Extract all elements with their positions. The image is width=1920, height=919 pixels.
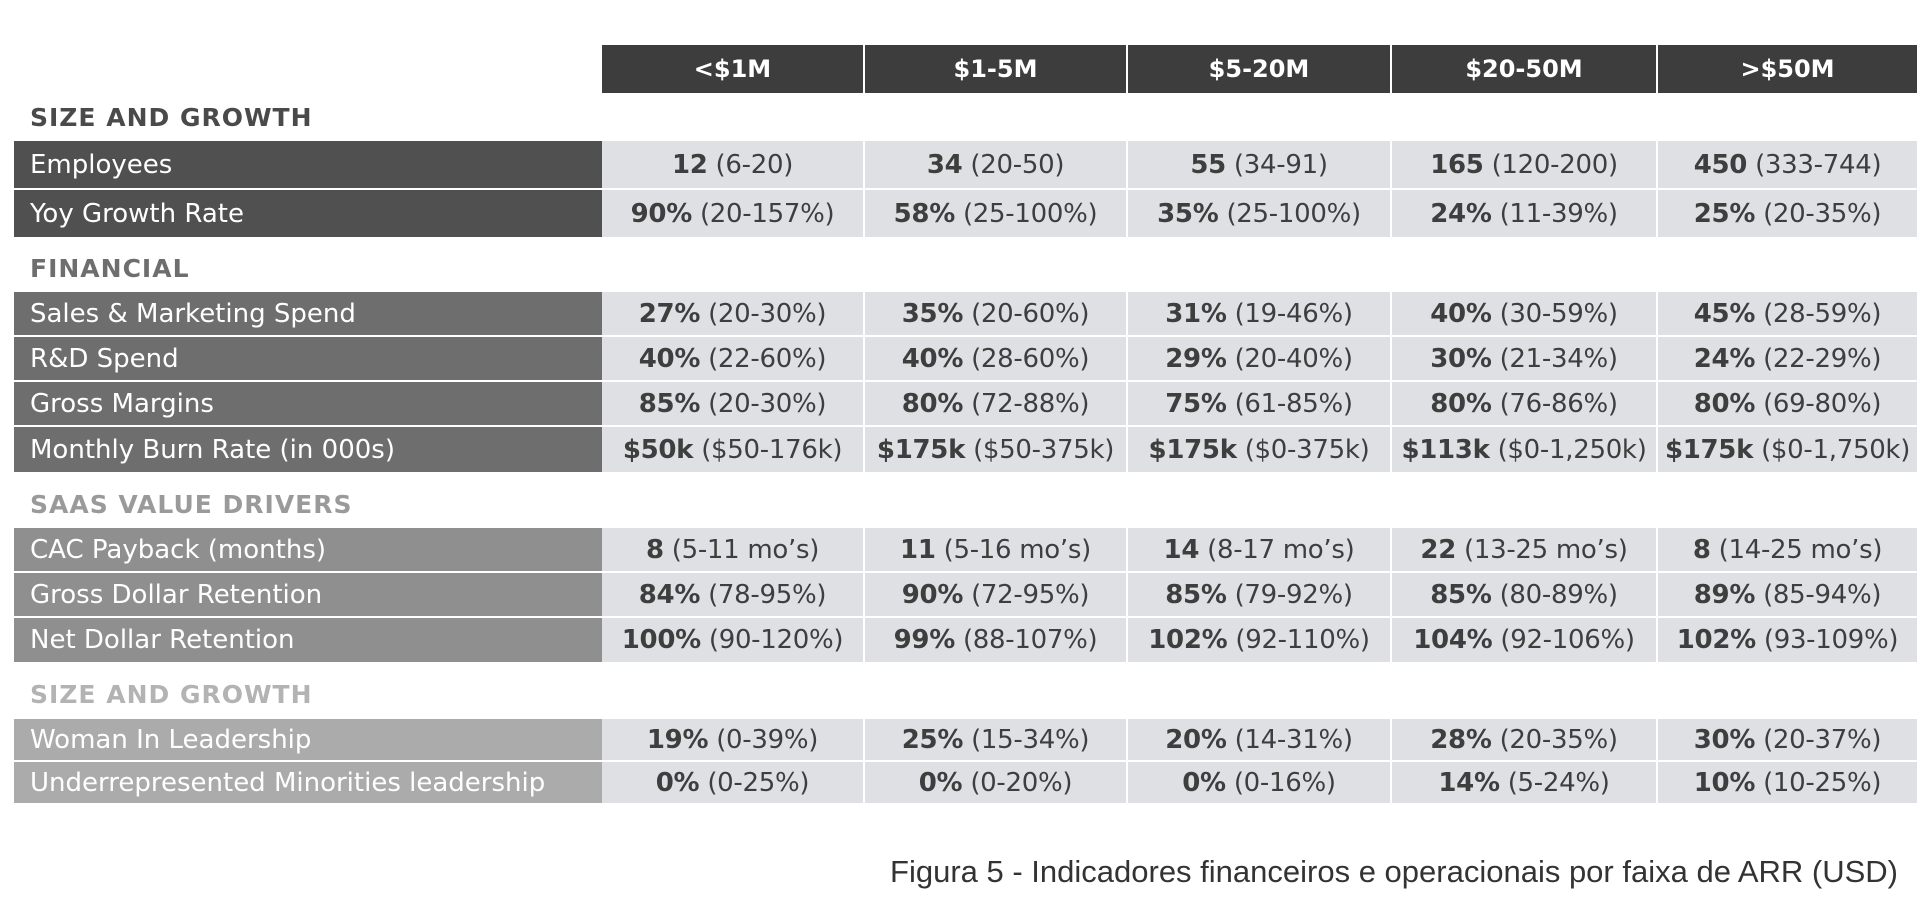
table-cell: 85% (80-89%): [1392, 573, 1658, 618]
table-row-gross-margins: Gross Margins 85% (20-30%) 80% (72-88%) 75…: [14, 382, 1917, 427]
column-header-5-20m: $5-20M: [1128, 45, 1392, 93]
table-cell: 40% (22-60%): [602, 337, 865, 382]
table-cell: $50k ($50-176k): [602, 427, 865, 474]
row-label: Gross Dollar Retention: [14, 573, 602, 618]
table-cell: 14% (5-24%): [1392, 762, 1658, 805]
table-cell: 35% (20-60%): [865, 292, 1128, 337]
row-label: CAC Payback (months): [14, 528, 602, 573]
table-cell: 22 (13-25 mo’s): [1392, 528, 1658, 573]
table-row-employees: Employees 12 (6-20) 34 (20-50) 55 (34-91) 1…: [14, 141, 1917, 190]
section-title-size-growth-2: SIZE AND GROWTH: [30, 680, 313, 709]
table-cell: 28% (20-35%): [1392, 719, 1658, 762]
table-row-rd-spend: R&D Spend 40% (22-60%) 40% (28-60%) 29% (20…: [14, 337, 1917, 382]
table-row-yoy-growth: Yoy Growth Rate 90% (20-157%) 58% (25-100%…: [14, 190, 1917, 239]
table-cell: 55 (34-91): [1128, 141, 1392, 190]
table-cell: 165 (120-200): [1392, 141, 1658, 190]
table-row-minorities-leadership: Underrepresented Minorities leadership 0…: [14, 762, 1917, 805]
table-cell: 90% (20-157%): [602, 190, 865, 239]
table-cell: 100% (90-120%): [602, 618, 865, 664]
row-label: Underrepresented Minorities leadership: [14, 762, 602, 805]
table-cell: $175k ($0-375k): [1128, 427, 1392, 474]
table-cell: 104% (92-106%): [1392, 618, 1658, 664]
table-cell: 84% (78-95%): [602, 573, 865, 618]
table-cell: 45% (28-59%): [1658, 292, 1917, 337]
table-cell: 8 (5-11 mo’s): [602, 528, 865, 573]
row-label: Net Dollar Retention: [14, 618, 602, 664]
table-row-sales-marketing: Sales & Marketing Spend 27% (20-30%) 35%(…: [14, 292, 1917, 337]
table-cell: 89% (85-94%): [1658, 573, 1917, 618]
table-cell: 58% (25-100%): [865, 190, 1128, 239]
table-cell: 24% (22-29%): [1658, 337, 1917, 382]
table-cell: 25% (15-34%): [865, 719, 1128, 762]
row-label: R&D Spend: [14, 337, 602, 382]
table-cell: 27% (20-30%): [602, 292, 865, 337]
section-title-financial: FINANCIAL: [30, 254, 190, 283]
table-cell: 80% (72-88%): [865, 382, 1128, 427]
table-cell: 40% (30-59%): [1392, 292, 1658, 337]
row-label: Gross Margins: [14, 382, 602, 427]
table-cell: 75% (61-85%): [1128, 382, 1392, 427]
table-row-burn-rate: Monthly Burn Rate (in 000s) $50k ($50-176…: [14, 427, 1917, 474]
table-cell: 29% (20-40%): [1128, 337, 1392, 382]
table-cell: 85% (79-92%): [1128, 573, 1392, 618]
row-label: Woman In Leadership: [14, 719, 602, 762]
table-cell: 19% (0-39%): [602, 719, 865, 762]
column-header-1-5m: $1-5M: [865, 45, 1128, 93]
column-header-gt-50m: >$50M: [1658, 45, 1917, 93]
table-cell: 450 (333-744): [1658, 141, 1917, 190]
table-cell: $113k ($0-1,250k): [1392, 427, 1658, 474]
table-cell: 10% (10-25%): [1658, 762, 1917, 805]
table-cell: $175k ($50-375k): [865, 427, 1128, 474]
table-cell: $175k ($0-1,750k): [1658, 427, 1917, 474]
table-row-net-dollar-retention: Net Dollar Retention 100% (90-120%) 99% (8…: [14, 618, 1917, 664]
figure-caption: Figura 5 - Indicadores financeiros e ope…: [890, 854, 1898, 889]
table-cell: 14 (8-17 mo’s): [1128, 528, 1392, 573]
table-cell: 80% (76-86%): [1392, 382, 1658, 427]
table-row-gross-dollar-retention: Gross Dollar Retention 84% (78-95%) 90% (7…: [14, 573, 1917, 618]
table-cell: 0% (0-25%): [602, 762, 865, 805]
table-cell: 85% (20-30%): [602, 382, 865, 427]
table-cell: 80% (69-80%): [1658, 382, 1917, 427]
table-cell: 30% (21-34%): [1392, 337, 1658, 382]
table-cell: 20% (14-31%): [1128, 719, 1392, 762]
table-cell: 34 (20-50): [865, 141, 1128, 190]
section-title-size-growth: SIZE AND GROWTH: [30, 103, 313, 132]
table-cell: 35% (25-100%): [1128, 190, 1392, 239]
table-row-woman-leadership: Woman In Leadership 19% (0-39%) 25% (15-34…: [14, 719, 1917, 762]
table-cell: 0% (0-20%): [865, 762, 1128, 805]
table-cell: 0% (0-16%): [1128, 762, 1392, 805]
column-header-row: <$1M $1-5M $5-20M $20-50M >$50M: [602, 45, 1917, 93]
column-header-lt-1m: <$1M: [602, 45, 865, 93]
table-cell: 24% (11-39%): [1392, 190, 1658, 239]
table-cell: 102% (92-110%): [1128, 618, 1392, 664]
table-cell: 11 (5-16 mo’s): [865, 528, 1128, 573]
row-label: Sales & Marketing Spend: [14, 292, 602, 337]
row-label: Employees: [14, 141, 602, 190]
section-title-saas-value-drivers: SAAS VALUE DRIVERS: [30, 490, 353, 519]
table-cell: 99% (88-107%): [865, 618, 1128, 664]
table-cell: 40% (28-60%): [865, 337, 1128, 382]
table-cell: 25% (20-35%): [1658, 190, 1917, 239]
table-cell: 30% (20-37%): [1658, 719, 1917, 762]
table-cell: 102% (93-109%): [1658, 618, 1917, 664]
table-cell: 12 (6-20): [602, 141, 865, 190]
table-cell: 8 (14-25 mo’s): [1658, 528, 1917, 573]
table-cell: 31% (19-46%): [1128, 292, 1392, 337]
table-row-cac-payback: CAC Payback (months) 8 (5-11 mo’s) 11 (5-1…: [14, 528, 1917, 573]
table-cell: 90% (72-95%): [865, 573, 1128, 618]
row-label: Monthly Burn Rate (in 000s): [14, 427, 602, 474]
column-header-20-50m: $20-50M: [1392, 45, 1658, 93]
row-label: Yoy Growth Rate: [14, 190, 602, 239]
